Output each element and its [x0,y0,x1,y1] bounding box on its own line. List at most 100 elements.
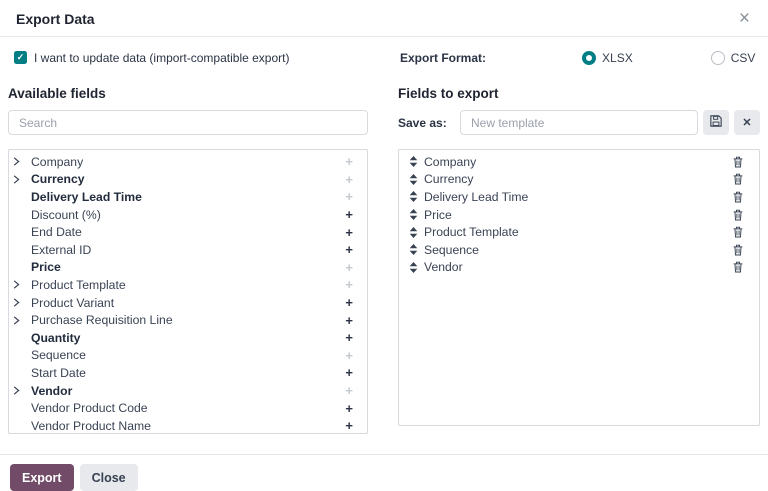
format-option-label: XLSX [602,50,633,65]
add-field-icon: + [345,347,353,363]
available-field-row[interactable]: Start Date + [9,364,367,382]
field-label: Sequence [31,348,86,363]
dialog-footer: Export Close [0,454,768,491]
export-field-row[interactable]: Sequence [399,241,759,259]
export-field-label: Sequence [424,242,479,257]
add-field-icon[interactable]: + [345,418,353,434]
available-field-row[interactable]: Product Template + [9,276,367,294]
export-field-row[interactable]: Delivery Lead Time [399,188,759,206]
available-field-row[interactable]: Purchase Requisition Line + [9,311,367,329]
field-label: Vendor Product Code [31,401,148,416]
expand-chevron-icon[interactable] [13,175,25,184]
available-field-row[interactable]: External ID + [9,241,367,259]
available-field-row[interactable]: End Date + [9,223,367,241]
save-as-label: Save as: [398,115,447,130]
export-field-row[interactable]: Vendor [399,259,759,277]
add-field-icon: + [345,383,353,399]
expand-chevron-icon[interactable] [13,386,25,395]
available-field-row[interactable]: Currency + [9,171,367,189]
available-field-row[interactable]: Vendor Product Code + [9,399,367,417]
drag-sort-icon[interactable] [409,191,418,203]
add-field-icon[interactable]: + [345,400,353,416]
field-label: Delivery Lead Time [31,189,142,204]
available-field-row[interactable]: Price + [9,259,367,277]
search-input[interactable] [8,110,368,135]
export-format-row: Export Format: XLSX CSV [398,49,760,66]
trash-icon[interactable] [733,191,743,203]
field-label: External ID [31,242,92,257]
radio-icon[interactable] [582,50,597,65]
update-data-checkbox[interactable]: ✓ [14,51,27,64]
add-field-icon[interactable]: + [345,242,353,258]
dialog-body: ✓ I want to update data (import-compatib… [0,37,768,443]
trash-icon[interactable] [733,209,743,221]
available-field-row[interactable]: Vendor + [9,382,367,400]
trash-icon[interactable] [733,261,743,273]
available-field-row[interactable]: Discount (%) + [9,206,367,224]
field-label: Product Template [31,277,126,292]
clear-template-button[interactable]: ✕ [734,110,760,135]
add-field-icon[interactable]: + [345,207,353,223]
add-field-icon[interactable]: + [345,295,353,311]
field-label: Purchase Requisition Line [31,313,173,328]
export-field-row[interactable]: Currency [399,171,759,189]
export-field-row[interactable]: Product Template [399,223,759,241]
export-field-label: Price [424,207,452,222]
format-option-csv[interactable]: CSV [710,50,755,65]
format-option-xlsx[interactable]: XLSX [582,50,633,65]
dialog-header: Export Data × [0,0,768,37]
update-data-option[interactable]: ✓ I want to update data (import-compatib… [8,49,368,66]
radio-icon[interactable] [710,50,725,65]
add-field-icon[interactable]: + [345,224,353,240]
export-field-label: Vendor [424,260,463,275]
available-field-row[interactable]: Sequence + [9,347,367,365]
template-name-input[interactable] [460,110,698,135]
drag-sort-icon[interactable] [409,261,418,273]
expand-chevron-icon[interactable] [13,315,25,325]
add-field-icon[interactable]: + [345,312,353,328]
expand-chevron-icon[interactable] [13,280,25,290]
fields-to-export-column: Export Format: XLSX CSV Fields to export … [398,49,760,443]
available-field-row[interactable]: Product Variant + [9,294,367,312]
export-field-label: Currency [424,172,474,187]
update-data-label: I want to update data (import-compatible… [34,50,290,65]
expand-chevron-icon[interactable] [13,298,25,307]
check-icon: ✓ [16,52,25,62]
available-field-row[interactable]: Delivery Lead Time + [9,188,367,206]
fields-to-export-heading: Fields to export [398,86,499,101]
available-fields-list: Company + Currency + Delivery Lead Time + Disc… [8,149,368,434]
drag-sort-icon[interactable] [409,156,418,168]
add-field-icon: + [345,277,353,293]
expand-chevron-icon[interactable] [13,157,25,166]
trash-icon[interactable] [733,156,743,168]
drag-sort-icon[interactable] [409,244,418,256]
trash-icon[interactable] [733,226,743,238]
drag-sort-icon[interactable] [409,226,418,238]
available-fields-column: ✓ I want to update data (import-compatib… [8,49,368,443]
field-label: Vendor [31,383,73,398]
export-format-label: Export Format: [400,50,487,65]
available-field-row[interactable]: Company + [9,153,367,171]
field-label: End Date [31,225,82,240]
save-as-row: Save as: ✕ [398,110,760,135]
add-field-icon[interactable]: + [345,365,353,381]
available-field-row[interactable]: Quantity + [9,329,367,347]
add-field-icon: + [345,259,353,275]
floppy-disk-icon [710,115,722,130]
available-field-row[interactable]: Vendor Product Name + [9,417,367,434]
export-button[interactable]: Export [10,464,74,491]
add-field-icon: + [345,154,353,170]
export-field-row[interactable]: Price [399,206,759,224]
save-template-button[interactable] [703,110,729,135]
close-button[interactable]: Close [79,464,138,491]
export-field-row[interactable]: Company [399,153,759,171]
trash-icon[interactable] [733,244,743,256]
drag-sort-icon[interactable] [409,209,418,221]
add-field-icon: + [345,171,353,187]
export-format-options: XLSX CSV [486,50,755,65]
dialog-close-icon[interactable]: × [738,8,750,29]
add-field-icon[interactable]: + [345,330,353,346]
export-field-label: Product Template [424,225,519,240]
drag-sort-icon[interactable] [409,173,418,185]
trash-icon[interactable] [733,173,743,185]
